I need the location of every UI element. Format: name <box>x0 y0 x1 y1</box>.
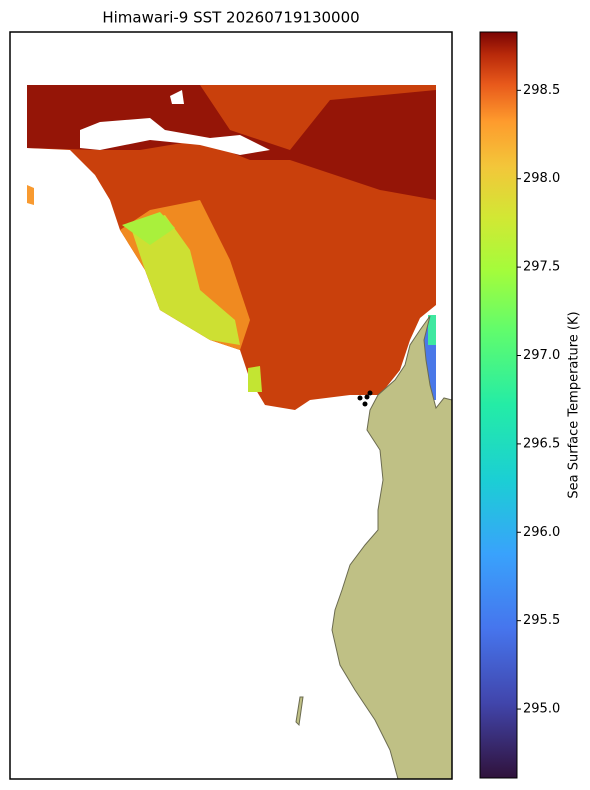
colorbar-tick-label: 297.5 <box>523 260 560 275</box>
colorbar-tick-label: 295.5 <box>523 613 560 628</box>
cloud-gap <box>170 90 184 104</box>
station <box>357 395 363 401</box>
island <box>295 696 304 727</box>
sst-cooler <box>130 215 240 345</box>
colorbar <box>479 31 518 779</box>
land <box>331 315 452 779</box>
sst-patch <box>248 366 262 392</box>
colorbar-tick-label: 296.5 <box>523 436 560 451</box>
map-frame <box>9 31 453 780</box>
cloud-gap <box>80 118 270 155</box>
station <box>362 401 368 407</box>
sst-green <box>122 212 175 245</box>
water-green <box>428 315 436 345</box>
colorbar-tick-label: 298.5 <box>523 83 560 98</box>
sst-patch <box>27 185 34 205</box>
colorbar-tick-label: 298.0 <box>523 171 560 186</box>
station <box>367 390 373 396</box>
colorbar-label: Sea Surface Temperature (K) <box>567 311 582 498</box>
colorbar-tick-label: 297.0 <box>523 348 560 363</box>
colorbar-tick-label: 295.0 <box>523 702 560 717</box>
chart-title: Himawari-9 SST 20260719130000 <box>102 9 359 27</box>
map <box>27 85 452 779</box>
colorbar-tick-label: 296.0 <box>523 525 560 540</box>
station <box>364 394 370 400</box>
